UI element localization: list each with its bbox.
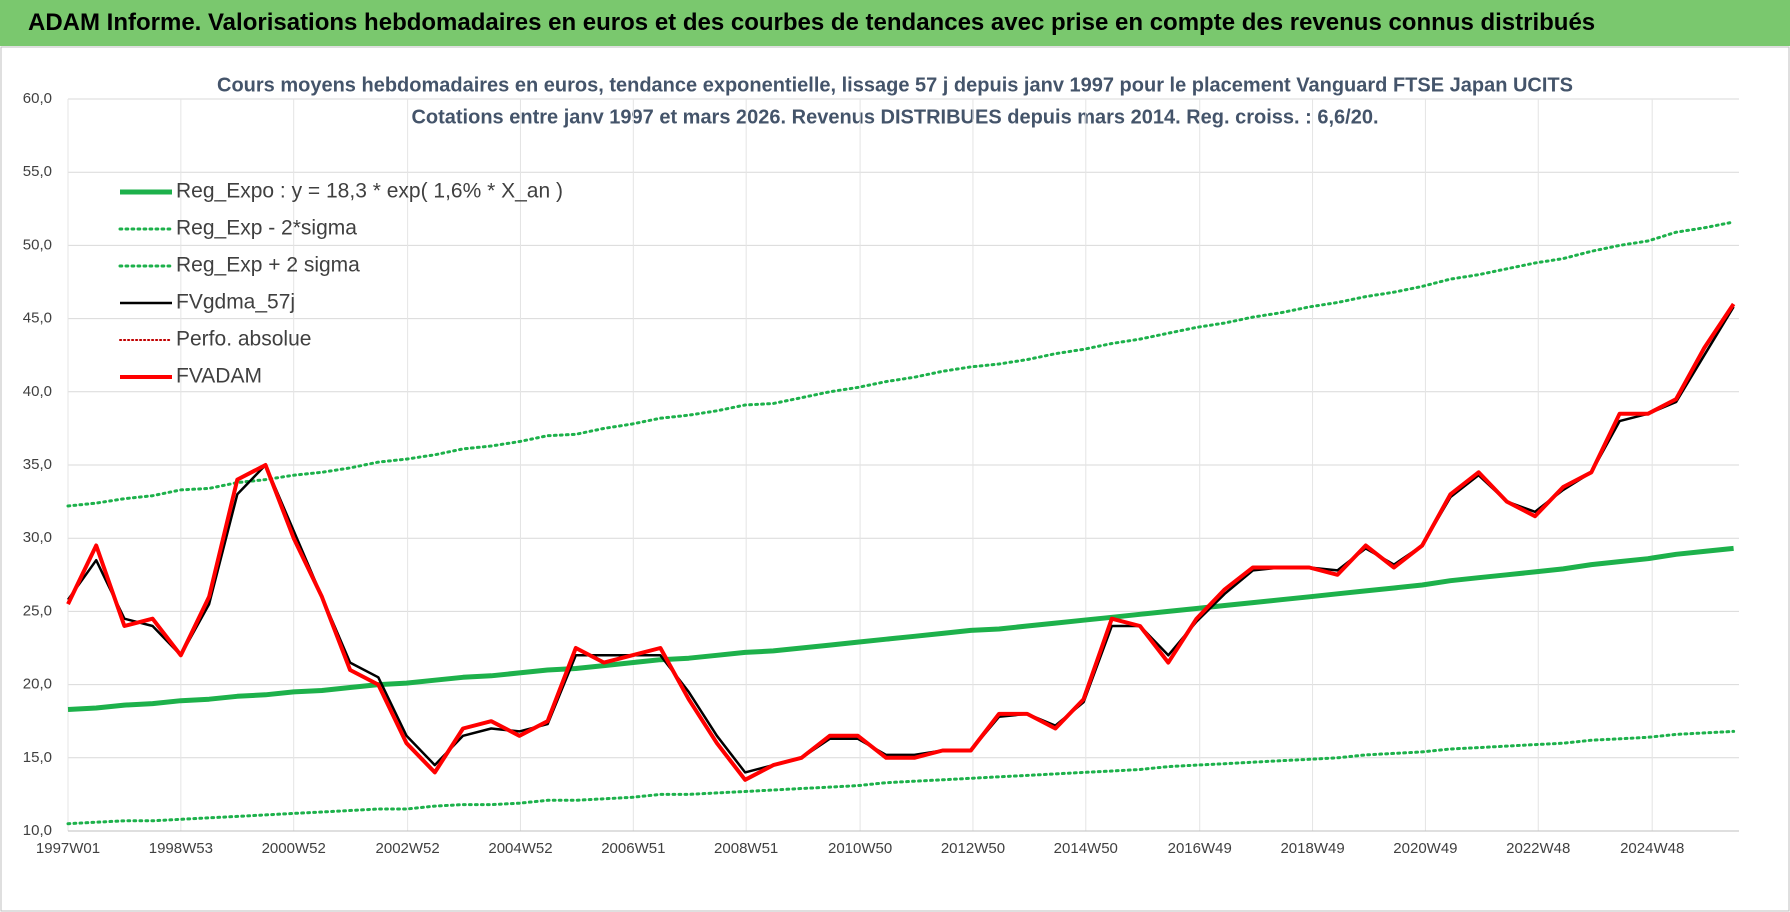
x-tick-label: 1997W01	[36, 840, 100, 857]
x-tick-label: 1998W53	[149, 840, 213, 857]
series-line	[66, 729, 1736, 826]
y-tick-label: 10,0	[23, 822, 52, 839]
x-tick-label: 2014W50	[1054, 840, 1118, 857]
x-tick-label: 2006W51	[601, 840, 665, 857]
legend-label: Reg_Expo : y = 18,3 * exp( 1,6% * X_an )	[176, 180, 563, 203]
series-line	[66, 302, 1736, 782]
x-tick-label: 2008W51	[714, 840, 778, 857]
x-tick-label: 2004W52	[488, 840, 552, 857]
y-tick-label: 45,0	[23, 310, 52, 327]
x-tick-label: 2024W48	[1620, 840, 1684, 857]
x-tick-label: 2016W49	[1168, 840, 1232, 857]
y-tick-label: 35,0	[23, 456, 52, 473]
y-tick-label: 25,0	[23, 602, 52, 619]
x-tick-label: 2010W50	[828, 840, 892, 857]
legend-label: Perfo. absolue	[176, 328, 311, 351]
y-tick-label: 60,0	[23, 90, 52, 107]
series-line	[66, 306, 1735, 774]
chart-border	[0, 46, 1790, 912]
legend-label: Reg_Exp + 2 sigma	[176, 254, 360, 277]
y-tick-label: 55,0	[23, 163, 52, 180]
y-tick-label: 30,0	[23, 529, 52, 546]
page-title: ADAM Informe. Valorisations hebdomadaire…	[0, 0, 1790, 46]
series-line	[67, 545, 1734, 712]
chart-subtitle: Cotations entre janv 1997 et mars 2026. …	[411, 106, 1378, 128]
x-tick-label: 2022W48	[1506, 840, 1570, 857]
y-tick-label: 20,0	[23, 676, 52, 693]
chart-title: Cours moyens hebdomadaires en euros, ten…	[217, 74, 1573, 96]
x-tick-label: 2020W49	[1393, 840, 1457, 857]
x-tick-label: 2002W52	[376, 840, 440, 857]
chart: Cours moyens hebdomadaires en euros, ten…	[0, 46, 1790, 912]
series-line	[66, 220, 1736, 508]
y-tick-label: 50,0	[23, 236, 52, 253]
y-tick-label: 40,0	[23, 383, 52, 400]
legend-label: FVgdma_57j	[176, 291, 295, 314]
y-tick-label: 15,0	[23, 749, 52, 766]
x-tick-label: 2012W50	[941, 840, 1005, 857]
legend-label: FVADAM	[176, 365, 262, 388]
x-tick-label: 2018W49	[1280, 840, 1344, 857]
legend-label: Reg_Exp - 2*sigma	[176, 217, 357, 240]
x-tick-label: 2000W52	[262, 840, 326, 857]
